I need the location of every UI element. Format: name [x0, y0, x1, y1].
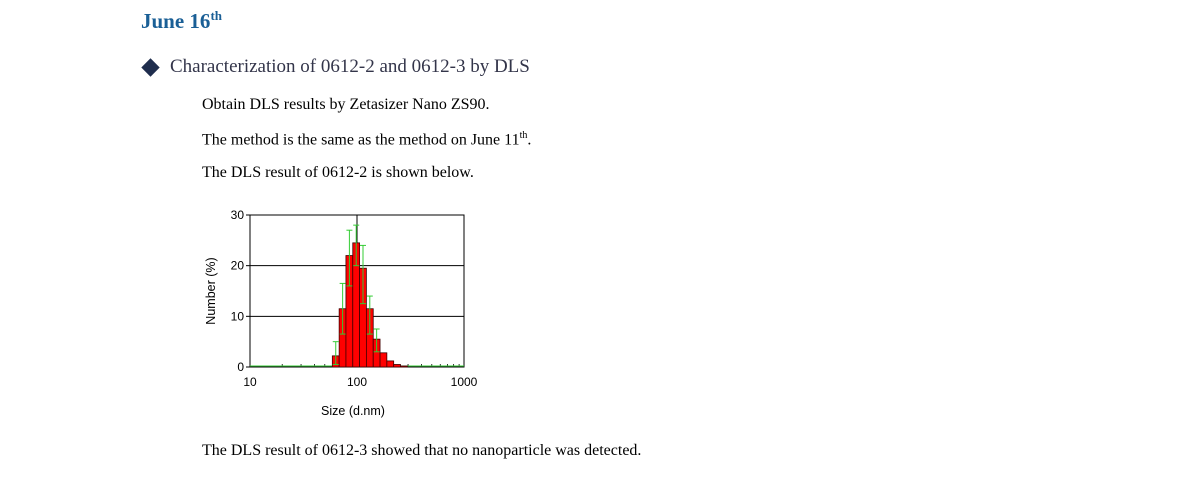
heading-superscript: th — [210, 8, 222, 23]
section-heading: June 16th — [141, 8, 222, 34]
histogram-bar — [386, 360, 395, 368]
x-tick-label: 1000 — [451, 375, 478, 389]
heading-text: June 16 — [141, 9, 211, 33]
histogram-bar — [400, 365, 408, 368]
histogram-bar — [393, 364, 401, 368]
section-bullet: Characterization of 0612-2 and 0612-3 by… — [141, 56, 530, 78]
method-period: . — [527, 131, 532, 149]
method-superscript: th — [519, 130, 528, 141]
y-axis-label: Number (%) — [204, 257, 218, 324]
x-tick-label: 100 — [347, 375, 367, 389]
paragraph-result-0612-2: The DLS result of 0612-2 is shown below. — [202, 164, 474, 181]
y-tick-label: 10 — [231, 309, 245, 323]
paragraph-result-0612-3: The DLS result of 0612-3 showed that no … — [202, 442, 642, 459]
y-tick-label: 20 — [231, 259, 245, 273]
y-tick-label: 0 — [237, 360, 244, 374]
x-tick-label: 10 — [243, 375, 257, 389]
histogram-bar — [379, 352, 388, 368]
x-axis-label: Size (d.nm) — [321, 404, 385, 418]
diamond-bullet-icon — [141, 57, 160, 77]
method-text: The method is the same as the method on … — [202, 131, 520, 149]
y-tick-label: 30 — [231, 208, 245, 222]
paragraph-instrument: Obtain DLS results by Zetasizer Nano ZS9… — [202, 96, 490, 113]
section-title: Characterization of 0612-2 and 0612-3 by… — [170, 56, 530, 77]
paragraph-method: The method is the same as the method on … — [202, 130, 531, 149]
